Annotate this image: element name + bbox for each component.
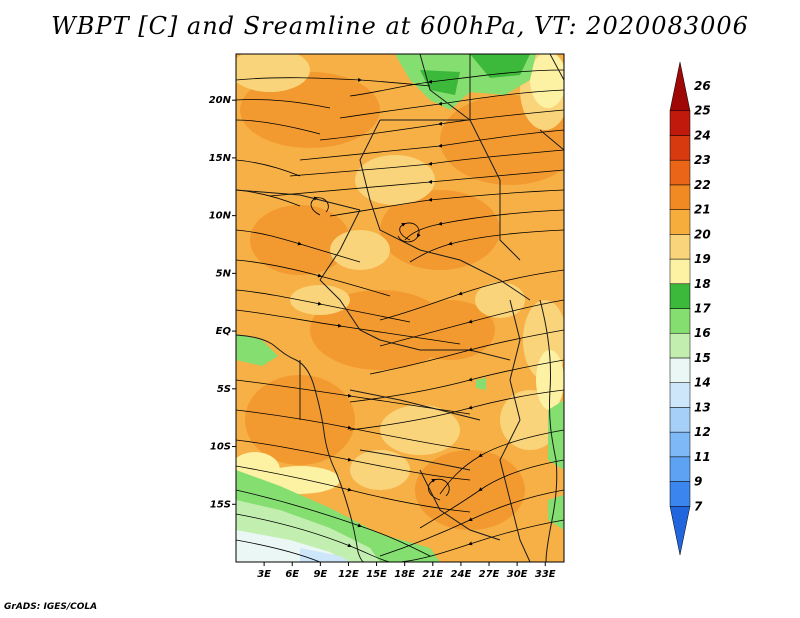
colorbar-label: 16 [694, 326, 711, 340]
lon-label: 15E [366, 569, 387, 580]
colorbar-label: 22 [694, 178, 711, 192]
streamlines [236, 69, 564, 562]
latitude-axis: 20N 15N 10N 5N EQ 5S 10S 15S [209, 95, 236, 510]
wbpt-green-west [236, 334, 278, 366]
longitude-axis: 3E 6E 9E 12E 15E 18E 21E 24E 27E 30E 33E [257, 562, 556, 580]
wbpt-warm-patches [240, 72, 564, 530]
map-frame [235, 53, 565, 563]
colorbar: 7 9 11 12 13 14 15 16 17 18 19 20 21 22 23 24 25 26 [669, 61, 711, 556]
lat-label: 10S [210, 442, 231, 453]
colorbar-swatch [669, 308, 691, 334]
colorbar-swatch [669, 61, 691, 111]
lon-label: 6E [285, 569, 299, 580]
lon-label: 18E [394, 569, 415, 580]
colorbar-swatch [669, 481, 691, 507]
colorbar-label: 23 [694, 153, 711, 167]
colorbar-label: 13 [694, 400, 711, 414]
colorbar-label: 26 [694, 79, 711, 93]
lon-label: 3E [257, 569, 271, 580]
country-borders [236, 54, 564, 562]
lat-label: 15S [210, 499, 231, 510]
colorbar-swatch [669, 382, 691, 408]
colorbar-label: 17 [694, 302, 711, 316]
lat-label: 5S [217, 384, 231, 395]
colorbar-swatch [669, 159, 691, 186]
colorbar-swatch [669, 357, 691, 383]
colorbar-swatch [669, 332, 691, 359]
lat-label: 20N [209, 95, 232, 106]
colorbar-label: 7 [694, 499, 703, 513]
lat-label: 5N [216, 268, 232, 279]
colorbar-swatch [669, 283, 691, 309]
colorbar-swatch [669, 506, 691, 556]
colorbar-swatch [669, 209, 691, 235]
map-panel [236, 54, 564, 562]
colorbar-swatch [669, 234, 691, 260]
plot-title: WBPT [C] and Sreamline at 600hPa, VT: 20… [51, 12, 749, 40]
colorbar-label: 9 [694, 475, 702, 489]
lat-label: 10N [209, 211, 232, 222]
lon-label: 12E [338, 569, 359, 580]
lon-label: 24E [451, 569, 472, 580]
colorbar-swatch [669, 110, 691, 136]
lat-label: 15N [209, 153, 232, 164]
colorbar-swatch [669, 456, 691, 482]
colorbar-label: 21 [694, 203, 711, 217]
colorbar-label: 20 [694, 227, 711, 241]
wbpt-green-east [476, 378, 564, 470]
colorbar-label: 25 [694, 104, 711, 118]
colorbar-swatch [669, 135, 691, 161]
colorbar-swatch [669, 184, 691, 210]
lon-label: 33E [535, 569, 556, 580]
colorbar-label: 18 [694, 277, 711, 291]
colorbar-swatch [669, 407, 691, 433]
lon-label: 30E [507, 569, 528, 580]
colorbar-label: 14 [694, 376, 711, 390]
lon-label: 21E [422, 569, 443, 580]
lon-label: 9E [313, 569, 327, 580]
grads-credit: GrADS: IGES/COLA [4, 602, 98, 612]
colorbar-swatch [669, 431, 691, 458]
colorbar-label: 24 [694, 128, 711, 142]
colorbar-label: 19 [694, 252, 711, 266]
colorbar-label: 15 [694, 351, 711, 365]
colorbar-swatch [669, 258, 691, 285]
lon-label: 27E [479, 569, 500, 580]
colorbar-label: 12 [694, 425, 711, 439]
lat-label: EQ [216, 326, 232, 337]
colorbar-label: 11 [694, 450, 711, 464]
